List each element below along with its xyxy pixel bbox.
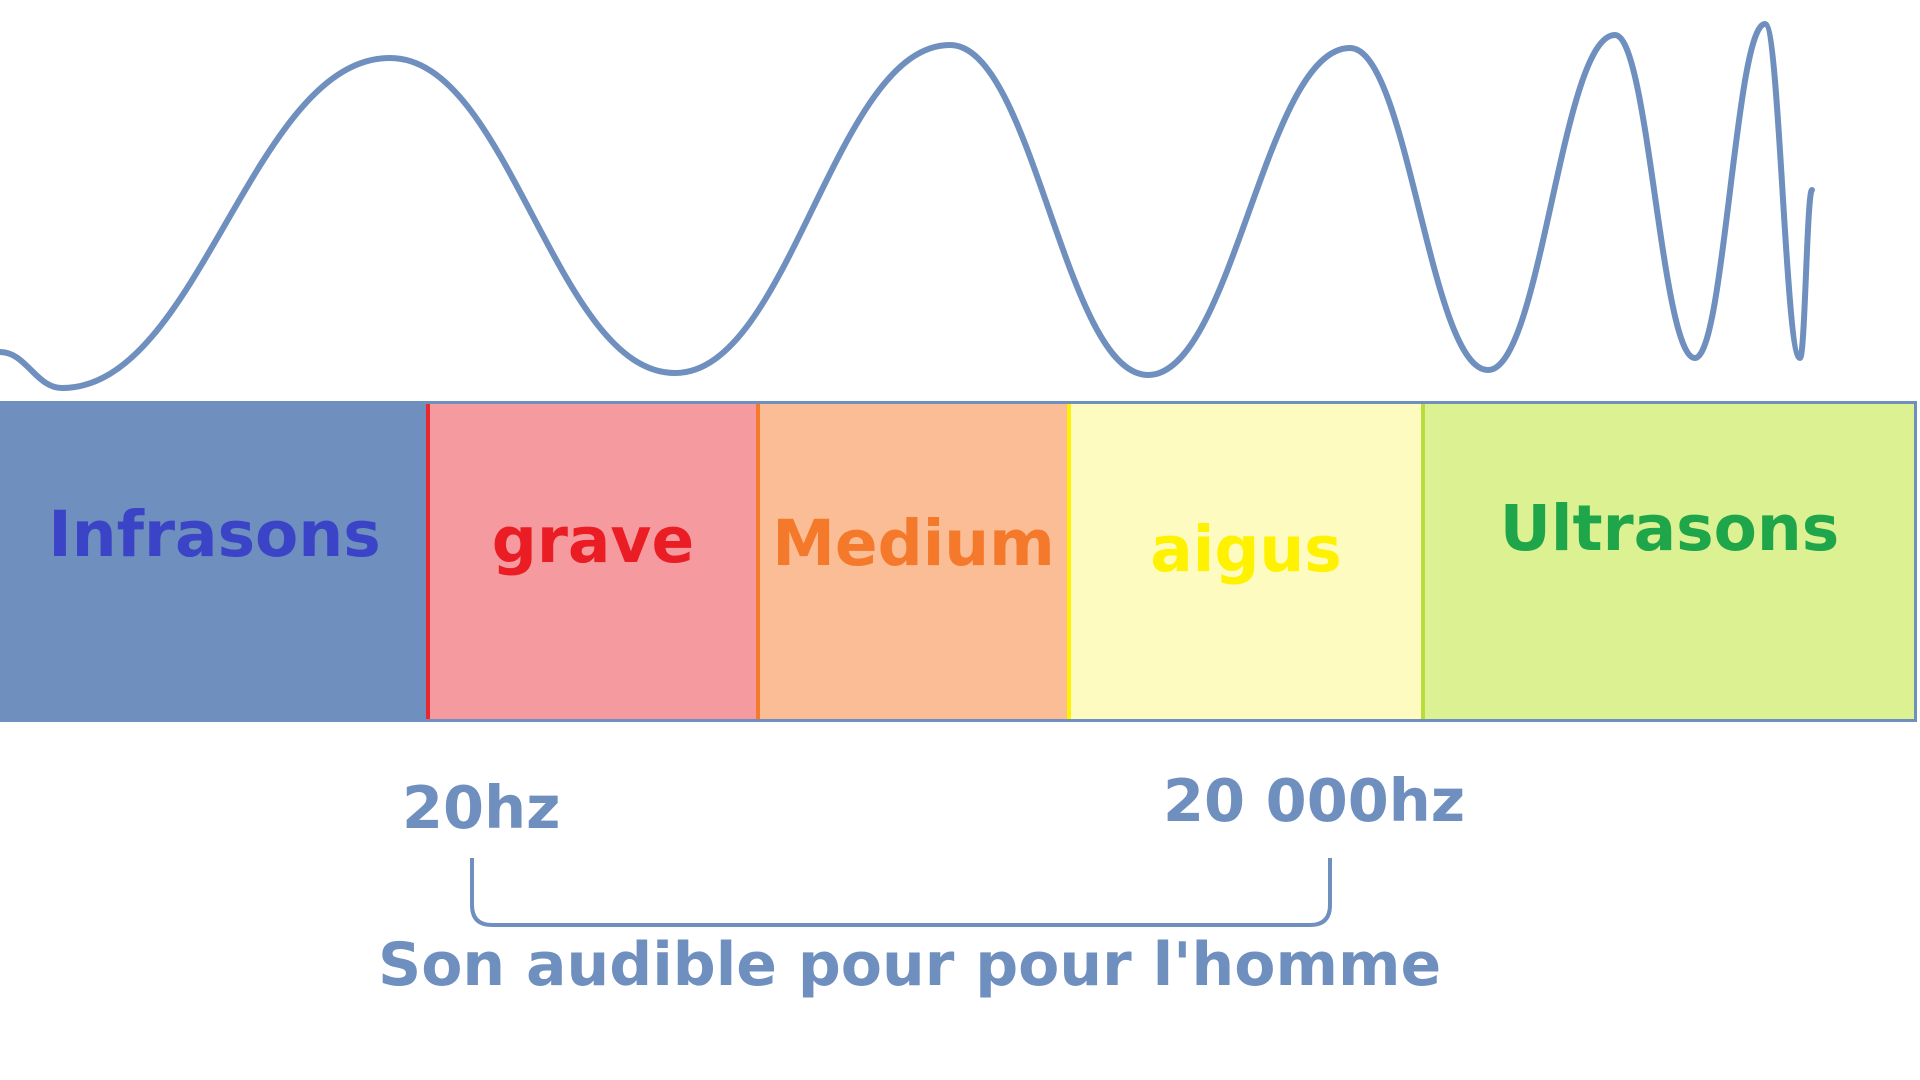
band-label-medium: Medium [772, 507, 1055, 580]
band-label-infrasons: Infrasons [48, 498, 381, 571]
band-aigus: aigus [1067, 404, 1421, 719]
band-grave: grave [426, 404, 756, 719]
band-infrasons: Infrasons [3, 404, 426, 719]
frequency-label-20000hz: 20 000hz [1163, 766, 1466, 835]
frequency-label-20hz: 20hz [402, 773, 561, 842]
band-label-aigus: aigus [1150, 513, 1342, 586]
band-medium: Medium [756, 404, 1067, 719]
sound-wave-line [0, 21, 1815, 391]
sound-wave [0, 21, 1815, 391]
band-ultrasons: Ultrasons [1421, 404, 1914, 719]
band-label-ultrasons: Ultrasons [1499, 492, 1840, 565]
band-label-grave: grave [491, 504, 695, 577]
audible-range-bracket-line [470, 858, 1332, 927]
audible-range-caption: Son audible pour pour l'homme [378, 930, 1442, 1000]
frequency-band-strip: Infrasons grave Medium aigus Ultrasons [0, 401, 1917, 722]
